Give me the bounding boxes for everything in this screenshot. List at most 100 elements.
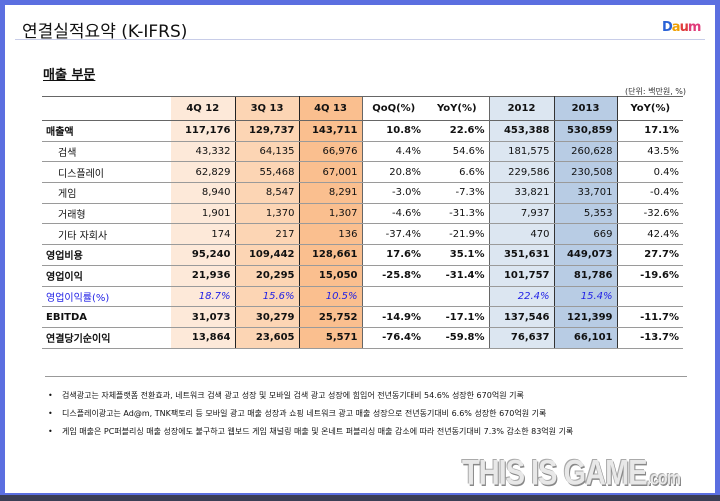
table-cell: 20.8% [362,161,425,184]
table-cell: 67,001 [299,161,363,184]
table-cell: 76,637 [489,327,555,349]
table-row: 게임 8,940 8,547 8,291 -3.0% -7.3% 33,821 33,701-… [42,182,683,204]
notes-divider [45,376,687,377]
row-label: 검색 [42,141,171,163]
table-cell: 31,073 [171,306,235,328]
table-cell: 7,937 [489,203,555,225]
table-cell: 8,291 [299,182,363,204]
table-cell: 81,786 [554,265,618,287]
table-cell: 128,661 [299,244,363,266]
table-cell: 453,388 [489,120,555,142]
table-cell: 22.6% [425,120,490,142]
table-cell: 136 [299,223,363,246]
table-cell: 1,370 [234,203,300,225]
table-cell: 117,176 [171,120,235,142]
table-cell: 30,279 [234,306,300,328]
table-cell: 8,940 [171,182,235,204]
header-cell: QoQ(%) [362,96,425,121]
table-cell: 43.5% [617,141,683,163]
table-cell [425,286,490,308]
table-cell: -4.6% [362,203,425,225]
table-cell: 15,050 [299,265,363,287]
table-cell: 64,135 [234,141,300,163]
table-cell: 0.4% [617,161,683,184]
table-cell: 6.6% [425,161,490,184]
table-cell: 4.4% [362,141,425,163]
table-cell: 1,307 [299,203,363,225]
table-cell: -59.8% [425,327,490,349]
table-cell: 23,605 [234,327,300,349]
table-cell: -31.3% [425,203,490,225]
table-cell: 121,399 [554,306,618,328]
table-row: 기타 자회사 174 217 136 -37.4% -21.9% 470 669 42.4% [42,223,683,246]
table-cell: 669 [554,223,618,246]
table-cell: 470 [489,223,555,246]
table-cell: 25,752 [299,306,363,328]
table-cell: -14.9% [362,306,425,328]
header-cell: 3Q 13 [234,96,300,121]
table-cell: 43,332 [171,141,235,163]
table-cell: 66,976 [299,141,363,163]
note-item: • 게임 매출은 PC퍼블리싱 매출 성장에도 불구하고 웹보드 게임 채널링 매… [48,427,574,436]
table-cell: 66,101 [554,327,618,349]
table-cell: 229,586 [489,161,555,184]
table-row: 디스플레이 62,829 55,468 67,001 20.8% 6.6% 229,586 2… [42,161,683,184]
header-row: 4Q 12 3Q 13 4Q 13 QoQ(%) YoY(%) 2012 201… [42,96,683,121]
note-item: • 검색광고는 자체플랫폼 전환효과, 네트워크 검색 광고 성장 및 모바일 검… [48,391,524,400]
table-row: 영업이익률(%) 18.7% 15.6% 10.5% 22.4% 15.4% [42,286,683,308]
table-cell: 18.7% [171,286,235,308]
header-cell: 4Q 12 [171,96,235,121]
table-cell: 33,701 [554,182,618,204]
table-cell: 35.1% [425,244,490,266]
table-cell: -19.6% [617,265,683,287]
table-row: 검색 43,332 64,135 66,976 4.4% 54.6% 181,575 260,… [42,141,683,163]
table-cell: 137,546 [489,306,555,328]
header-cell: YoY(%) [617,96,683,121]
table-cell: 95,240 [171,244,235,266]
row-label: 매출액 [42,120,171,142]
row-label: 기타 자회사 [42,223,171,246]
header-cell: 4Q 13 [299,96,363,121]
table-cell: 1,901 [171,203,235,225]
table-cell: 21,936 [171,265,235,287]
header-cell: 2012 [489,96,555,121]
row-label: 영업비용 [42,244,171,266]
table-cell [617,286,683,308]
table-cell: 181,575 [489,141,555,163]
table-cell: 55,468 [234,161,300,184]
table-cell: 449,073 [554,244,618,266]
row-label: EBITDA [42,306,171,328]
table-cell: -7.3% [425,182,490,204]
note-item: • 디스플레이광고는 Ad@m, TNK팩토리 등 모바일 광고 매출 성장과 쇼… [48,409,547,418]
table-cell: -11.7% [617,306,683,328]
table-cell: 530,859 [554,120,618,142]
table-cell: -25.8% [362,265,425,287]
table-cell: -0.4% [617,182,683,204]
table-cell: 129,737 [234,120,300,142]
header-cell [42,96,171,121]
table-cell: 62,829 [171,161,235,184]
table-cell: -13.7% [617,327,683,349]
table-cell: 109,442 [234,244,300,266]
table-cell: 143,711 [299,120,363,142]
row-label: 거래형 [42,203,171,225]
table-cell: -31.4% [425,265,490,287]
notes-list: • 검색광고는 자체플랫폼 전환효과, 네트워크 검색 광고 성장 및 모바일 검… [48,389,573,443]
table-cell: -37.4% [362,223,425,246]
page-title: 연결실적요약 (K-IFRS) [22,22,188,42]
table-cell: 217 [234,223,300,246]
unit-label: (단위: 백만원, %) [625,87,686,96]
table-cell: 17.1% [617,120,683,142]
daum-logo: Daum [662,20,701,35]
table-cell: 42.4% [617,223,683,246]
table-cell: 5,571 [299,327,363,349]
section-title: 매출 부문 [43,68,96,83]
table-cell: -21.9% [425,223,490,246]
table-cell: 13,864 [171,327,235,349]
table-cell: 8,547 [234,182,300,204]
bottom-bar [0,495,720,501]
table-cell: 351,631 [489,244,555,266]
table-cell: 33,821 [489,182,555,204]
title-divider [15,39,705,40]
table-row: 거래형 1,901 1,370 1,307 -4.6% -31.3% 7,937 5,353-… [42,203,683,225]
